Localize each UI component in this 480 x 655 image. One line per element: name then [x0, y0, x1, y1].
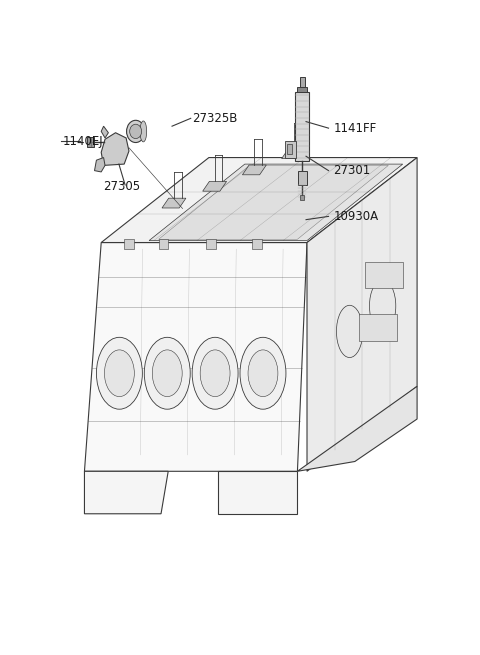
Bar [298, 171, 307, 185]
Ellipse shape [336, 305, 363, 358]
Bar [206, 239, 216, 249]
Bar [288, 145, 292, 155]
Polygon shape [95, 158, 105, 172]
Ellipse shape [127, 121, 145, 143]
Polygon shape [158, 166, 388, 239]
Ellipse shape [192, 337, 238, 409]
Polygon shape [298, 386, 417, 472]
Bar [158, 239, 168, 249]
Text: 1141FF: 1141FF [333, 122, 377, 135]
Bar [252, 239, 262, 249]
Polygon shape [101, 158, 417, 242]
Text: 10930A: 10930A [333, 210, 378, 223]
Bar [295, 92, 310, 161]
Text: 27305: 27305 [104, 181, 141, 193]
Polygon shape [282, 149, 306, 159]
Ellipse shape [105, 350, 134, 397]
Ellipse shape [140, 121, 147, 142]
Polygon shape [203, 181, 227, 191]
Polygon shape [149, 164, 403, 240]
Ellipse shape [248, 350, 278, 397]
Text: 27301: 27301 [333, 164, 371, 177]
Bar [300, 195, 304, 200]
Polygon shape [84, 242, 307, 472]
Bar [87, 137, 94, 147]
Text: 27325B: 27325B [192, 112, 238, 125]
Bar [298, 87, 307, 92]
Polygon shape [242, 165, 266, 175]
Bar [286, 141, 296, 158]
Text: 1140EJ: 1140EJ [63, 135, 104, 148]
Polygon shape [218, 472, 298, 514]
Ellipse shape [96, 337, 143, 409]
Polygon shape [307, 158, 417, 472]
Ellipse shape [200, 350, 230, 397]
Ellipse shape [370, 280, 396, 332]
Ellipse shape [130, 124, 142, 139]
Polygon shape [101, 126, 108, 138]
Bar [300, 77, 305, 87]
Polygon shape [364, 262, 403, 288]
Polygon shape [101, 133, 129, 166]
Ellipse shape [240, 337, 286, 409]
Polygon shape [162, 198, 186, 208]
Ellipse shape [152, 350, 182, 397]
Polygon shape [84, 472, 168, 514]
Polygon shape [359, 314, 397, 341]
Bar [124, 239, 134, 249]
Ellipse shape [144, 337, 190, 409]
